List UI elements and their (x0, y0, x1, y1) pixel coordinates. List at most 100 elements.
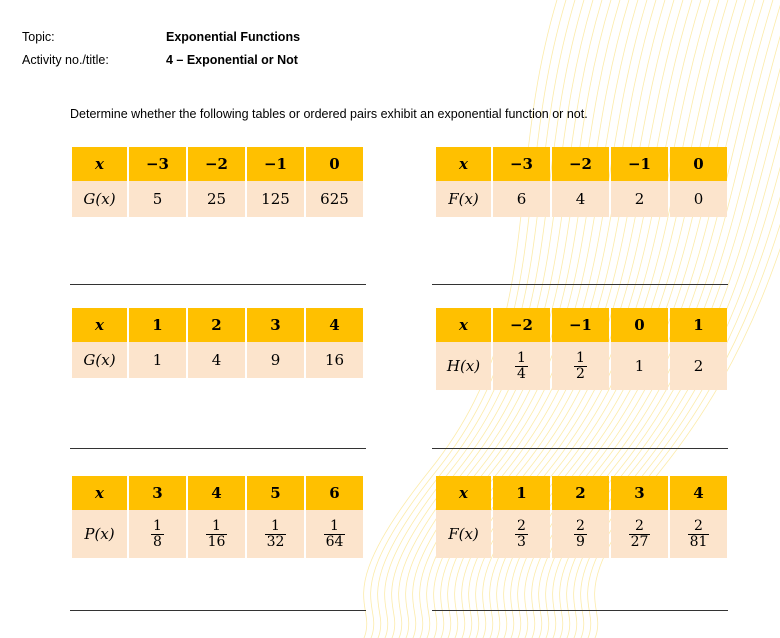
function-label: F(x) (436, 510, 491, 558)
wave-line (454, 0, 675, 638)
x-value: 0 (670, 147, 727, 181)
x-header: x (436, 308, 491, 342)
fraction-denominator: 27 (628, 533, 651, 550)
y-value: 2 (611, 181, 668, 217)
x-value: 0 (306, 147, 363, 181)
x-value: −1 (552, 308, 609, 342)
activity-label: Activity no./title: (22, 53, 109, 67)
y-value: 1 (611, 342, 668, 390)
wave-line (524, 0, 765, 638)
y-value: 16 (306, 342, 363, 378)
wave-line (377, 0, 576, 638)
fraction-numerator: 2 (694, 517, 703, 534)
fraction-numerator: 1 (271, 517, 280, 534)
x-value: −2 (188, 147, 245, 181)
fraction: 1 32 (264, 517, 287, 550)
wave-line (370, 0, 567, 638)
x-value: 1 (670, 308, 727, 342)
function-label: P(x) (72, 510, 127, 558)
answer-line-4 (432, 448, 728, 449)
fraction: 2 81 (687, 517, 710, 550)
wave-line (461, 0, 684, 638)
topic-label: Topic: (22, 30, 55, 44)
fraction-denominator: 9 (574, 533, 587, 550)
wave-line (510, 0, 747, 638)
x-value: 3 (129, 476, 186, 510)
wave-line (468, 0, 693, 638)
x-value: 4 (670, 476, 727, 510)
wave-line (384, 0, 585, 638)
x-value: 6 (306, 476, 363, 510)
y-value: 1 64 (306, 510, 363, 558)
x-header: x (436, 147, 491, 181)
x-header: x (72, 476, 127, 510)
x-value: −1 (611, 147, 668, 181)
wave-line (398, 0, 603, 638)
wave-line (426, 0, 639, 638)
y-value: 1 32 (247, 510, 304, 558)
y-value: 0 (670, 181, 727, 217)
fraction-denominator: 81 (687, 533, 710, 550)
fraction-numerator: 1 (517, 349, 526, 366)
wave-line (412, 0, 621, 638)
x-value: 4 (306, 308, 363, 342)
fraction-numerator: 1 (330, 517, 339, 534)
fraction-denominator: 32 (264, 533, 287, 550)
wave-line (489, 0, 720, 638)
activity-value: 4 – Exponential or Not (166, 53, 298, 67)
fraction-denominator: 16 (205, 533, 228, 550)
x-value: 2 (552, 476, 609, 510)
fraction-denominator: 64 (323, 533, 346, 550)
fraction-numerator: 1 (576, 349, 585, 366)
wave-line (538, 4, 780, 638)
function-table-2: x −3 −2 −1 0 F(x) 6 4 2 0 (434, 147, 729, 217)
x-header: x (72, 147, 127, 181)
y-value: 125 (247, 181, 304, 217)
x-value: −3 (493, 147, 550, 181)
x-value: −2 (552, 147, 609, 181)
y-value: 5 (129, 181, 186, 217)
y-value: 25 (188, 181, 245, 217)
x-value: 2 (188, 308, 245, 342)
wave-line (496, 0, 729, 638)
fraction-numerator: 2 (576, 517, 585, 534)
x-value: 4 (188, 476, 245, 510)
fraction-denominator: 2 (574, 365, 587, 382)
x-value: 3 (611, 476, 668, 510)
wave-line (391, 0, 594, 638)
wave-line (566, 134, 780, 638)
x-value: −3 (129, 147, 186, 181)
y-value: 2 27 (611, 510, 668, 558)
answer-line-3 (70, 448, 366, 449)
y-value: 1 16 (188, 510, 245, 558)
y-value: 4 (188, 342, 245, 378)
wave-line (503, 0, 738, 638)
x-value: −2 (493, 308, 550, 342)
y-value: 2 81 (670, 510, 727, 558)
function-table-4: x −2 −1 0 1 H(x) 1 4 1 2 1 2 (434, 308, 729, 390)
wave-line (433, 0, 648, 638)
wave-line (405, 0, 612, 638)
answer-line-5 (70, 610, 366, 611)
fraction-numerator: 1 (153, 517, 162, 534)
x-value: 5 (247, 476, 304, 510)
y-value: 9 (247, 342, 304, 378)
x-value: 1 (129, 308, 186, 342)
wave-line (573, 166, 780, 638)
wave-line (531, 0, 774, 638)
wave-line (475, 0, 702, 638)
wave-line (552, 67, 780, 638)
y-value: 4 (552, 181, 609, 217)
x-header: x (436, 476, 491, 510)
